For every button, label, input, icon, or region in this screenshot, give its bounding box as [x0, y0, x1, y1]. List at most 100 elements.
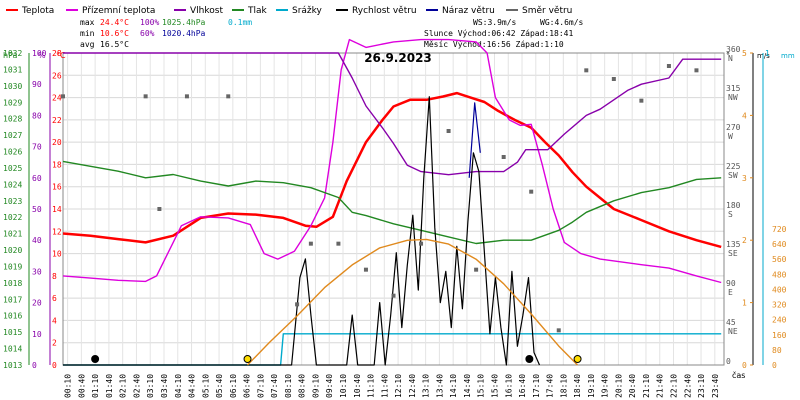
- pct-tick-label: 100: [32, 49, 47, 58]
- dir-tick-label: 270: [726, 123, 741, 132]
- dir-tick-label: 135: [726, 240, 741, 249]
- c-tick-label: 24: [52, 94, 62, 103]
- x-tick-label: 10:10: [339, 374, 348, 398]
- stat-max-press: 1025.4hPa: [162, 18, 206, 27]
- dir-name-label: N: [728, 54, 733, 63]
- legend: Teplota Přízemní teplota Vlhkost Tlak Srážky…: [6, 6, 572, 16]
- series-rychlost-vetru: [63, 96, 541, 366]
- plot-frame: [62, 52, 725, 366]
- c-tick-label: 6: [52, 294, 57, 303]
- x-tick-label: 19:40: [601, 374, 610, 398]
- moonrise-marker: [525, 355, 534, 363]
- hpa-tick-label: 1032: [3, 49, 22, 58]
- sunrise-marker: [243, 355, 252, 363]
- dir-name-label: SE: [728, 249, 738, 258]
- series-tlak: [62, 160, 722, 245]
- stat-avg-temp: 16.5°C: [100, 40, 129, 49]
- x-tick-label: 23:40: [711, 374, 720, 398]
- pct-tick-label: 90: [32, 80, 42, 89]
- legend-label: Vlhkost: [190, 6, 223, 16]
- x-tick-label: 09:40: [325, 374, 334, 398]
- hpa-tick-label: 1016: [3, 312, 22, 321]
- wind-direction-point: [157, 207, 162, 211]
- series-naraz-vetru: [468, 102, 481, 178]
- x-tick-label: 00:10: [64, 374, 73, 398]
- rad-tick-label: 80: [772, 346, 782, 355]
- x-tick-label: 19:10: [587, 374, 596, 398]
- stat-max-rain: 0.1mm: [228, 18, 252, 27]
- stat-max-hum: 100%: [140, 18, 159, 27]
- dir-name-label: E: [728, 288, 733, 297]
- legend-label: Směr větru: [522, 6, 572, 16]
- chart-title: 26.9.2023: [364, 51, 432, 65]
- x-tick-label: 20:40: [628, 374, 637, 398]
- pct-tick-label: 10: [32, 330, 42, 339]
- dir-name-label: SW: [728, 171, 738, 180]
- wind-direction-point: [143, 94, 148, 99]
- hpa-tick-label: 1017: [3, 295, 22, 304]
- sunset-marker: [573, 355, 582, 363]
- wind-direction-point: [446, 129, 451, 133]
- stat-min-label: min: [80, 29, 95, 38]
- x-tick-label: 22:10: [670, 374, 679, 398]
- x-tick-label: 11:10: [367, 374, 376, 398]
- x-tick-label: 08:10: [284, 374, 293, 398]
- stats-block: max 24.4°C 100% 1025.4hPa 0.1mm min 10.6…: [80, 18, 584, 49]
- hpa-tick-label: 1025: [3, 164, 22, 173]
- pct-tick-label: 0: [32, 361, 37, 370]
- hpa-tick-label: 1020: [3, 246, 22, 255]
- x-tick-label: 12:40: [408, 374, 417, 398]
- ms-tick-label: 5: [742, 49, 747, 58]
- dir-name-label: S: [728, 210, 733, 219]
- wind-direction-point: [226, 94, 231, 99]
- mm-tick-label: 1: [765, 49, 770, 58]
- c-tick-label: 26: [52, 71, 62, 80]
- hpa-tick-label: 1021: [3, 230, 22, 239]
- hpa-tick-label: 1028: [3, 115, 22, 124]
- pct-tick-label: 70: [32, 143, 42, 152]
- wind-direction-point: [184, 94, 189, 99]
- x-tick-label: 14:40: [463, 374, 472, 398]
- x-tick-label: 11:40: [380, 374, 389, 398]
- x-tick-label: 18:40: [573, 374, 582, 398]
- moonset-marker: [91, 355, 100, 363]
- wind-direction-point: [474, 267, 479, 272]
- series-teplota: [62, 91, 722, 249]
- x-tick-label: 06:40: [243, 374, 252, 398]
- pct-tick-label: 60: [32, 174, 42, 183]
- wind-direction-point: [556, 328, 561, 333]
- x-tick-label: 15:10: [477, 374, 486, 398]
- x-tick-label: 01:40: [105, 374, 114, 398]
- wind-direction-point: [611, 77, 616, 81]
- deg-axis-label: °: [726, 51, 730, 60]
- hpa-tick-label: 1026: [3, 148, 22, 157]
- wind-direction-point: [639, 98, 644, 103]
- ms-axis-label: m/s: [757, 52, 770, 60]
- rad-tick-label: 400: [772, 285, 787, 294]
- series-vlhkost: [63, 52, 722, 176]
- wind-direction-point: [666, 64, 671, 68]
- stat-avg-label: avg: [80, 40, 95, 49]
- stat-min-temp: 10.6°C: [100, 29, 129, 38]
- x-tick-label: 07:40: [270, 374, 279, 398]
- hpa-axis-label: hPa: [3, 51, 18, 60]
- series-layer: [61, 38, 722, 366]
- pct-axis-label: %: [38, 51, 46, 60]
- x-tick-label: 00:40: [77, 374, 86, 398]
- hpa-tick-label: 1024: [3, 180, 22, 189]
- x-tick-label: 18:10: [559, 374, 568, 398]
- wind-direction-point: [61, 94, 65, 99]
- rad-tick-label: 640: [772, 240, 787, 249]
- hpa-tick-label: 1031: [3, 65, 22, 74]
- hpa-tick-label: 1022: [3, 213, 22, 222]
- wind-direction-point: [391, 293, 396, 298]
- pct-tick-label: 20: [32, 299, 42, 308]
- rad-tick-label: 720: [772, 225, 787, 234]
- wind-direction-point: [529, 189, 534, 194]
- pct-tick-label: 30: [32, 267, 42, 276]
- wind-direction-point: [694, 68, 699, 73]
- rad-tick-label: 560: [772, 255, 787, 264]
- c-tick-label: 28: [52, 49, 62, 58]
- x-tick-label: 16:10: [504, 374, 513, 398]
